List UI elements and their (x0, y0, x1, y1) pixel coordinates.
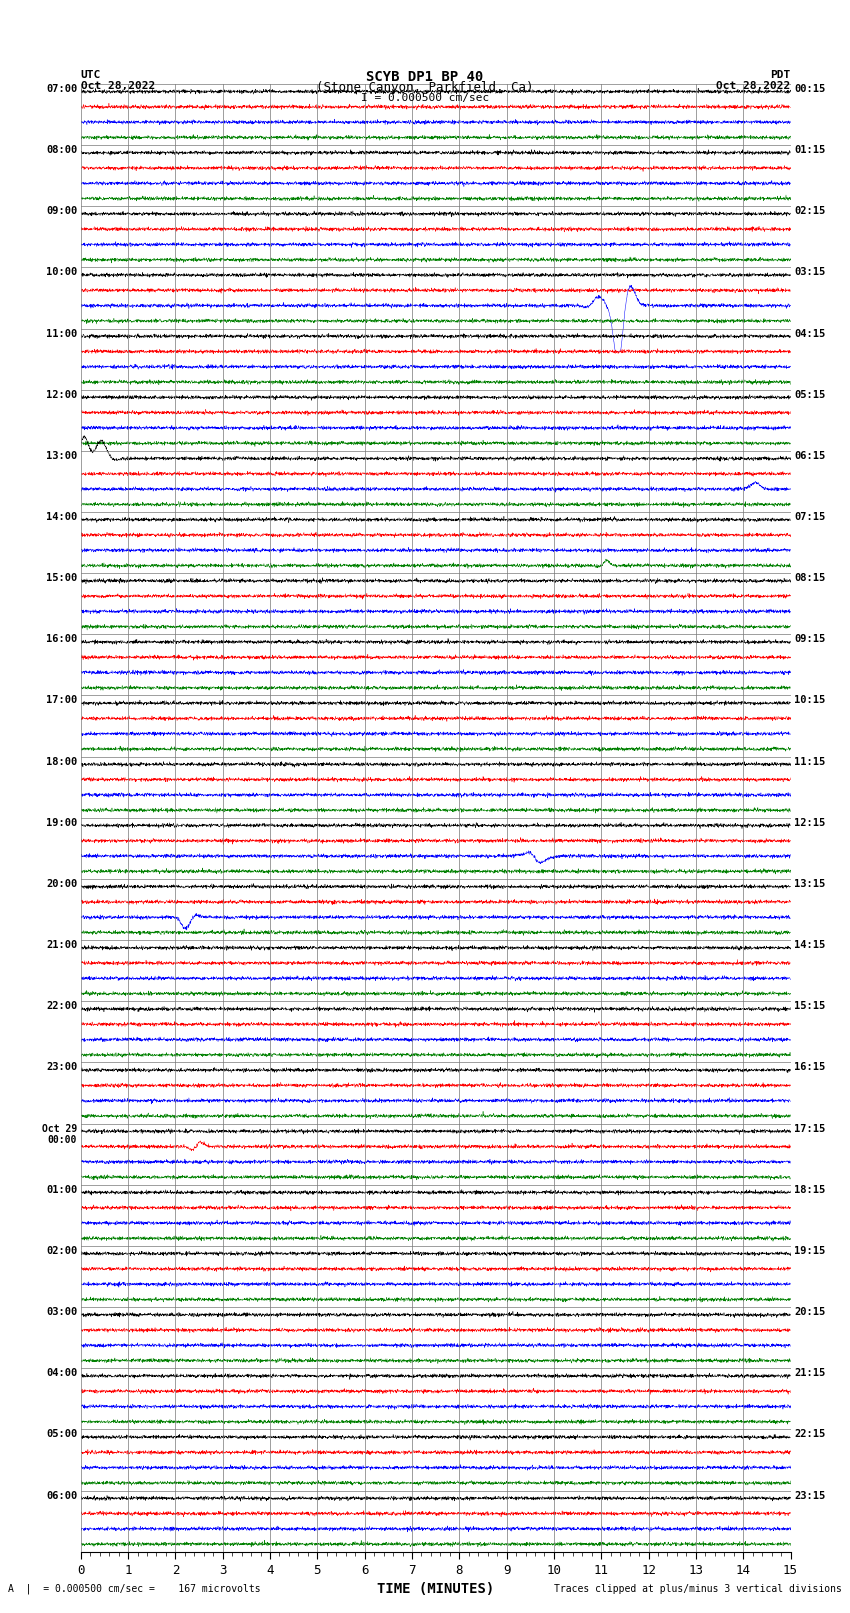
Text: 18:00: 18:00 (46, 756, 77, 766)
Text: 09:00: 09:00 (46, 206, 77, 216)
Text: 21:15: 21:15 (794, 1368, 825, 1378)
X-axis label: TIME (MINUTES): TIME (MINUTES) (377, 1582, 494, 1597)
Text: 19:00: 19:00 (46, 818, 77, 827)
Text: 06:00: 06:00 (46, 1490, 77, 1500)
Text: 03:15: 03:15 (794, 268, 825, 277)
Text: 02:00: 02:00 (46, 1245, 77, 1257)
Text: (Stone Canyon, Parkfield, Ca): (Stone Canyon, Parkfield, Ca) (316, 82, 534, 95)
Text: 16:00: 16:00 (46, 634, 77, 644)
Text: 11:15: 11:15 (794, 756, 825, 766)
Text: 14:15: 14:15 (794, 940, 825, 950)
Text: 15:15: 15:15 (794, 1002, 825, 1011)
Text: 10:15: 10:15 (794, 695, 825, 705)
Text: Oct 28,2022: Oct 28,2022 (717, 82, 790, 92)
Text: 01:15: 01:15 (794, 145, 825, 155)
Text: 00:15: 00:15 (794, 84, 825, 94)
Text: 19:15: 19:15 (794, 1245, 825, 1257)
Text: 23:00: 23:00 (46, 1063, 77, 1073)
Text: 12:15: 12:15 (794, 818, 825, 827)
Text: 15:00: 15:00 (46, 573, 77, 584)
Text: 03:00: 03:00 (46, 1307, 77, 1318)
Text: 21:00: 21:00 (46, 940, 77, 950)
Text: I = 0.000500 cm/sec: I = 0.000500 cm/sec (361, 92, 489, 103)
Text: 11:00: 11:00 (46, 329, 77, 339)
Text: SCYB DP1 BP 40: SCYB DP1 BP 40 (366, 71, 484, 84)
Text: 07:00: 07:00 (46, 84, 77, 94)
Text: 16:15: 16:15 (794, 1063, 825, 1073)
Text: 10:00: 10:00 (46, 268, 77, 277)
Text: Traces clipped at plus/minus 3 vertical divisions: Traces clipped at plus/minus 3 vertical … (553, 1584, 842, 1594)
Text: 04:00: 04:00 (46, 1368, 77, 1378)
Text: UTC: UTC (81, 71, 101, 81)
Text: 05:15: 05:15 (794, 390, 825, 400)
Text: Oct 29: Oct 29 (42, 1124, 77, 1134)
Text: Oct 28,2022: Oct 28,2022 (81, 82, 155, 92)
Text: 17:00: 17:00 (46, 695, 77, 705)
Text: 18:15: 18:15 (794, 1184, 825, 1195)
Text: 06:15: 06:15 (794, 450, 825, 461)
Text: 07:15: 07:15 (794, 511, 825, 523)
Text: 22:00: 22:00 (46, 1002, 77, 1011)
Text: 17:15: 17:15 (794, 1124, 825, 1134)
Text: 23:15: 23:15 (794, 1490, 825, 1500)
Text: 22:15: 22:15 (794, 1429, 825, 1439)
Text: 04:15: 04:15 (794, 329, 825, 339)
Text: PDT: PDT (770, 71, 790, 81)
Text: 14:00: 14:00 (46, 511, 77, 523)
Text: 12:00: 12:00 (46, 390, 77, 400)
Text: 13:15: 13:15 (794, 879, 825, 889)
Text: 20:00: 20:00 (46, 879, 77, 889)
Text: 09:15: 09:15 (794, 634, 825, 644)
Text: 05:00: 05:00 (46, 1429, 77, 1439)
Text: A  |  = 0.000500 cm/sec =    167 microvolts: A | = 0.000500 cm/sec = 167 microvolts (8, 1582, 261, 1594)
Text: 08:00: 08:00 (46, 145, 77, 155)
Text: 13:00: 13:00 (46, 450, 77, 461)
Text: 20:15: 20:15 (794, 1307, 825, 1318)
Text: 08:15: 08:15 (794, 573, 825, 584)
Text: 00:00: 00:00 (48, 1134, 77, 1145)
Text: 01:00: 01:00 (46, 1184, 77, 1195)
Text: 02:15: 02:15 (794, 206, 825, 216)
